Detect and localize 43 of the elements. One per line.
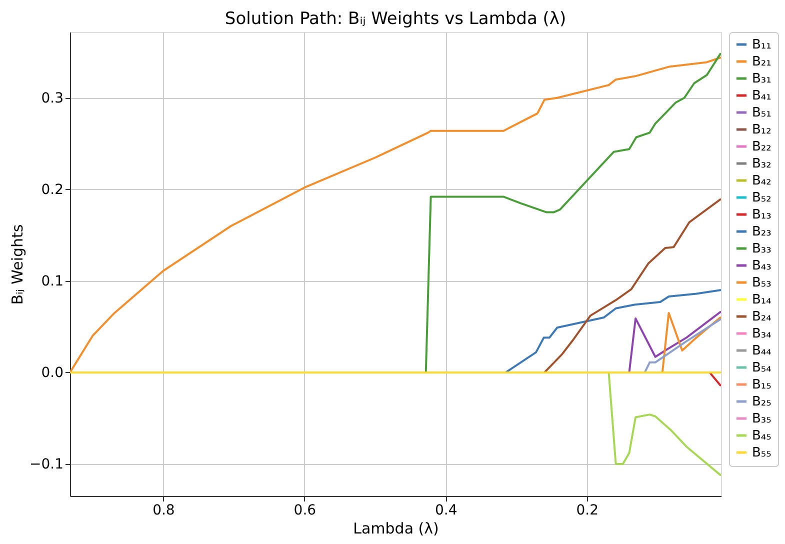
legend-label: B₂₄ <box>752 310 772 324</box>
legend-label: B₅₄ <box>752 360 772 376</box>
legend-label: B₃₃ <box>752 242 772 256</box>
line-series <box>543 198 721 374</box>
legend-label: B₅₂ <box>752 190 772 206</box>
line-series <box>504 289 721 374</box>
legend-label: B₃₁ <box>752 72 772 86</box>
legend-label: B₃₅ <box>752 412 772 426</box>
legend-label: B₁₃ <box>752 208 772 222</box>
legend-label: B₄₃ <box>752 258 772 274</box>
legend-label: B₃₂ <box>752 156 772 172</box>
legend-label: B₅₃ <box>752 276 772 290</box>
x-tick-label: 0.2 <box>576 502 598 518</box>
chart-title: Solution Path: Bᵢⱼ Weights vs Lambda (λ) <box>224 9 566 29</box>
legend-label: B₁₄ <box>752 292 772 308</box>
legend-label: B₄₂ <box>752 174 772 188</box>
y-tick-label: −0.1 <box>30 456 64 472</box>
y-tick-label: 0.3 <box>41 90 64 106</box>
x-tick-label: 0.8 <box>152 502 175 518</box>
legend-label: B₁₅ <box>752 378 772 392</box>
legend-label: B₁₁ <box>752 38 772 52</box>
y-tick-label: 0.2 <box>41 182 64 198</box>
x-axis-title: Lambda (λ) <box>353 520 439 538</box>
legend-label: B₂₁ <box>752 54 772 70</box>
legend-label: B₁₂ <box>752 122 772 138</box>
y-tick-label: 0.1 <box>41 273 64 290</box>
y-axis-title: Bᵢⱼ Weights <box>8 224 27 305</box>
legend-label: B₅₁ <box>752 106 772 120</box>
line-series <box>608 371 721 476</box>
line-series <box>661 312 721 374</box>
x-tick-label: 0.6 <box>294 502 316 518</box>
y-tick-label: 0.0 <box>41 364 64 381</box>
legend-label: B₂₃ <box>752 224 772 240</box>
line-series <box>644 318 721 374</box>
legend-label: B₄₄ <box>752 344 772 358</box>
legend-label: B₃₄ <box>752 326 772 342</box>
line-series <box>628 311 721 374</box>
legend-label: B₄₅ <box>752 428 772 444</box>
legend-label: B₂₅ <box>752 394 772 410</box>
legend-label: B₄₁ <box>752 88 772 104</box>
legend-label: B₅₅ <box>752 446 772 460</box>
x-tick-label: 0.4 <box>435 502 458 518</box>
legend-label: B₂₂ <box>752 140 772 154</box>
